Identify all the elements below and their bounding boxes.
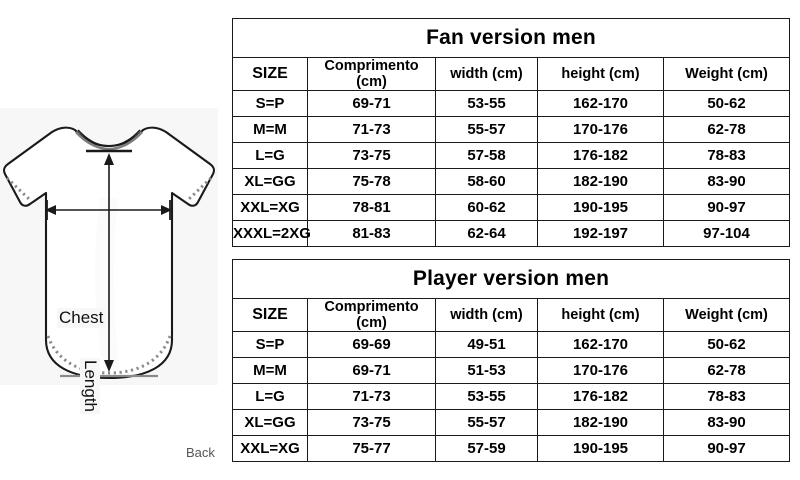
table-row: XXL=XG 75-77 57-59 190-195 90-97	[232, 435, 791, 462]
back-view-label: Back	[186, 445, 215, 460]
cell-weight: 78-83	[662, 142, 791, 169]
length-measure-arrow	[104, 153, 114, 372]
cell-comprimento: 75-77	[307, 435, 436, 462]
cell-size: XL=GG	[232, 168, 308, 195]
column-header-width: width (cm)	[435, 57, 538, 91]
cell-size: L=G	[232, 383, 308, 410]
cell-comprimento: 81-83	[307, 220, 436, 247]
cell-size: XXXL=2XG	[232, 220, 311, 247]
cell-comprimento: 71-73	[307, 116, 436, 143]
table-row: XXL=XG 78-81 60-62 190-195 90-97	[232, 194, 791, 221]
cell-weight: 62-78	[662, 116, 791, 143]
shirt-collar-inner	[77, 129, 141, 147]
column-header-comprimento: Comprimento (cm)	[307, 57, 436, 91]
cell-width: 49-51	[435, 331, 538, 358]
cell-size: M=M	[232, 357, 308, 384]
cell-size: S=P	[232, 90, 308, 117]
cell-weight: 83-90	[662, 409, 791, 436]
cell-height: 190-195	[537, 435, 664, 462]
cell-height: 162-170	[537, 90, 664, 117]
player-table-title: Player version men	[231, 259, 791, 299]
table-row: XL=GG 75-78 58-60 182-190 83-90	[232, 168, 791, 195]
cell-height: 176-182	[537, 142, 664, 169]
cell-size: L=G	[232, 142, 308, 169]
cell-weight: 90-97	[662, 194, 791, 221]
cell-size: S=P	[232, 331, 308, 358]
column-header-size: SIZE	[232, 57, 308, 91]
tshirt-diagram-panel: Chest Length Back	[0, 108, 218, 460]
cell-height: 176-182	[537, 383, 664, 410]
cell-height: 162-170	[537, 331, 664, 358]
bottom-hem-stitching	[46, 335, 172, 375]
fan-table-title: Fan version men	[231, 18, 791, 58]
column-header-size: SIZE	[232, 298, 308, 332]
cell-comprimento: 78-81	[307, 194, 436, 221]
column-header-comprimento: Comprimento (cm)	[307, 298, 436, 332]
cell-size: M=M	[232, 116, 308, 143]
cell-width: 55-57	[435, 116, 538, 143]
table-row: S=P 69-71 53-55 162-170 50-62	[232, 90, 791, 117]
column-header-height: height (cm)	[537, 57, 664, 91]
cell-size: XL=GG	[232, 409, 308, 436]
column-header-weight: Weight (cm)	[662, 298, 791, 332]
table-title-row: Player version men	[231, 259, 791, 299]
cell-comprimento: 75-78	[307, 168, 436, 195]
cell-width: 53-55	[435, 90, 538, 117]
table-row: XXXL=2XG 81-83 62-64 192-197 97-104	[232, 220, 791, 247]
table-row: XL=GG 73-75 55-57 182-190 83-90	[232, 409, 791, 436]
cell-size: XXL=XG	[232, 194, 308, 221]
table-title-row: Fan version men	[231, 18, 791, 58]
column-header-width: width (cm)	[435, 298, 538, 332]
column-header-height: height (cm)	[537, 298, 664, 332]
cell-width: 57-58	[435, 142, 538, 169]
table-row: M=M 69-71 51-53 170-176 62-78	[232, 357, 791, 384]
cell-weight: 50-62	[662, 331, 791, 358]
cell-height: 182-190	[537, 168, 664, 195]
cell-height: 192-197	[537, 220, 664, 247]
cell-weight: 97-104	[662, 220, 791, 247]
cell-width: 55-57	[435, 409, 538, 436]
cell-height: 182-190	[537, 409, 664, 436]
cell-width: 58-60	[435, 168, 538, 195]
table-row: M=M 71-73 55-57 170-176 62-78	[232, 116, 791, 143]
fan-version-size-table: Fan version men SIZE Comprimento (cm) wi…	[231, 18, 791, 247]
cell-height: 170-176	[537, 357, 664, 384]
cell-height: 190-195	[537, 194, 664, 221]
cell-comprimento: 73-75	[307, 142, 436, 169]
cell-weight: 90-97	[662, 435, 791, 462]
cell-comprimento: 69-71	[307, 357, 436, 384]
cell-width: 62-64	[435, 220, 538, 247]
chest-measurement-label: Chest	[57, 308, 106, 328]
table-header-row: SIZE Comprimento (cm) width (cm) height …	[232, 57, 791, 91]
table-row: L=G 73-75 57-58 176-182 78-83	[232, 142, 791, 169]
cell-comprimento: 69-71	[307, 90, 436, 117]
cell-width: 51-53	[435, 357, 538, 384]
table-row: S=P 69-69 49-51 162-170 50-62	[232, 331, 791, 358]
cell-comprimento: 73-75	[307, 409, 436, 436]
cell-comprimento: 69-69	[307, 331, 436, 358]
shirt-collar	[75, 131, 143, 151]
cell-height: 170-176	[537, 116, 664, 143]
cell-width: 60-62	[435, 194, 538, 221]
length-measurement-label: Length	[80, 358, 100, 414]
cell-weight: 83-90	[662, 168, 791, 195]
tshirt-illustration	[2, 126, 216, 380]
cell-comprimento: 71-73	[307, 383, 436, 410]
table-row: L=G 71-73 53-55 176-182 78-83	[232, 383, 791, 410]
column-header-weight: Weight (cm)	[662, 57, 791, 91]
cell-weight: 50-62	[662, 90, 791, 117]
cell-weight: 62-78	[662, 357, 791, 384]
cell-size: XXL=XG	[232, 435, 308, 462]
cell-width: 57-59	[435, 435, 538, 462]
player-version-size-table: Player version men SIZE Comprimento (cm)…	[231, 259, 791, 462]
cell-weight: 78-83	[662, 383, 791, 410]
table-header-row: SIZE Comprimento (cm) width (cm) height …	[232, 298, 791, 332]
cell-width: 53-55	[435, 383, 538, 410]
